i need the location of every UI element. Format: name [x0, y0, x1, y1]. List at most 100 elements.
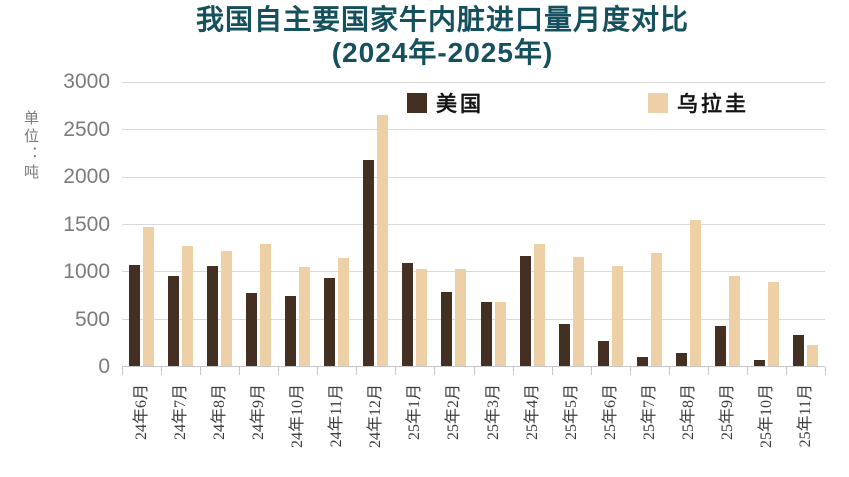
bar-美国-25年1月 [402, 262, 414, 366]
x-axis-tick-mark [161, 367, 163, 375]
bar-美国-25年6月 [597, 341, 609, 366]
bar-乌拉圭-25年10月 [767, 281, 779, 366]
bar-美国-24年6月 [129, 264, 141, 366]
bar-乌拉圭-25年2月 [455, 269, 467, 366]
x-axis-tick-label-24年12月: 24年12月 [367, 384, 385, 449]
x-axis-tick-mark [122, 367, 123, 375]
bar-乌拉圭-24年10月 [299, 266, 311, 366]
x-axis-tick-label-25年7月: 25年7月 [640, 384, 658, 441]
x-axis-tick-label-24年10月: 24年10月 [289, 384, 307, 449]
bar-group-25年5月 [552, 82, 591, 366]
chart-title-line1: 我国自主要国家牛内脏进口量月度对比 [195, 4, 689, 35]
bar-group-24年8月 [200, 82, 239, 366]
gridline-3000 [122, 82, 825, 83]
y-axis-tick-label-0: 0 [98, 355, 110, 378]
bar-美国-24年9月 [246, 293, 258, 366]
bar-乌拉圭-25年5月 [572, 257, 584, 366]
legend-item-uruguay: 乌拉圭 [648, 88, 749, 118]
bar-美国-25年4月 [519, 256, 531, 366]
x-axis-tick-label-24年6月: 24年6月 [133, 384, 151, 441]
bar-美国-25年3月 [480, 301, 492, 366]
x-axis-tick-label-25年11月: 25年11月 [796, 384, 814, 448]
bar-美国-25年10月 [753, 360, 765, 366]
bar-乌拉圭-25年3月 [494, 301, 506, 366]
uruguay-series-label: 乌拉圭 [677, 93, 749, 116]
x-axis-tick-mark [590, 367, 592, 375]
x-axis-tick-mark [825, 367, 826, 375]
usa-series-label: 美国 [436, 93, 484, 116]
x-axis-tick-label-24年9月: 24年9月 [250, 384, 268, 441]
x-axis-tick-mark [434, 367, 436, 375]
x-axis-tick-labels: 24年6月 24年7月 24年8月 24年9月 24年10月 24年11月 24年12月 25… [122, 377, 825, 477]
bar-乌拉圭-24年12月 [377, 115, 389, 366]
bar-美国-24年10月 [285, 295, 297, 366]
x-axis-tick-label-24年8月: 24年8月 [211, 384, 229, 441]
bar-乌拉圭-25年4月 [533, 243, 545, 366]
bar-美国-24年12月 [363, 159, 375, 366]
bar-group-25年8月 [669, 82, 708, 366]
bar-美国-24年8月 [207, 265, 219, 366]
chart-title-line2: (2024年-2025年) [331, 37, 554, 68]
chart-title: 我国自主要国家牛内脏进口量月度对比 (2024年-2025年) [36, 3, 849, 69]
gridline-1000 [122, 271, 825, 273]
bar-美国-25年5月 [558, 324, 570, 366]
uruguay-series-swatch [648, 93, 668, 113]
x-axis-tick-mark [785, 367, 787, 375]
bar-group-25年9月 [708, 82, 747, 366]
bar-美国-25年9月 [714, 326, 726, 366]
bar-美国-25年11月 [792, 334, 804, 366]
x-axis-tick-mark [317, 367, 319, 375]
x-axis-tick-label-25年3月: 25年3月 [484, 384, 502, 441]
x-axis-tick-label-25年4月: 25年4月 [523, 384, 541, 441]
x-axis-tick-label-25年2月: 25年2月 [445, 384, 463, 441]
y-axis-unit-label: 单位：吨 [22, 110, 39, 182]
bar-group-24年6月 [122, 82, 161, 366]
bar-乌拉圭-24年11月 [338, 258, 350, 366]
x-axis-tick-mark [278, 367, 280, 375]
y-axis-tick-label-2500: 2500 [63, 117, 110, 141]
x-axis-tick-label-25年6月: 25年6月 [601, 384, 619, 441]
x-axis-tick-mark [200, 367, 202, 375]
x-axis-tick-mark [551, 367, 553, 375]
x-axis-tick-label-25年1月: 25年1月 [406, 384, 424, 441]
bar-group-25年3月 [474, 82, 513, 366]
bar-group-24年12月 [356, 82, 395, 366]
x-axis-tick-label-25年10月: 25年10月 [757, 384, 775, 449]
usa-series-swatch [407, 93, 427, 113]
bar-乌拉圭-24年8月 [221, 250, 233, 366]
bar-乌拉圭-25年1月 [416, 268, 428, 366]
x-axis-tick-mark [395, 367, 397, 375]
bar-group-24年11月 [317, 82, 356, 366]
x-axis-tick-label-25年8月: 25年8月 [679, 384, 697, 441]
x-axis-tick-mark [512, 367, 514, 375]
bar-乌拉圭-24年6月 [143, 226, 155, 366]
y-axis-tick-label-500: 500 [74, 307, 110, 331]
bar-group-25年1月 [395, 82, 434, 366]
gridline-2500 [122, 129, 825, 131]
bar-乌拉圭-25年7月 [650, 252, 662, 366]
bar-group-25年6月 [591, 82, 630, 366]
x-axis-tick-label-24年7月: 24年7月 [172, 384, 190, 441]
y-axis-tick-label-1500: 1500 [63, 212, 110, 236]
bar-group-24年9月 [239, 82, 278, 366]
x-axis-line [122, 366, 825, 367]
x-axis-tick-mark [239, 367, 241, 375]
bar-美国-25年2月 [441, 292, 453, 366]
legend-item-usa: 美国 [407, 88, 484, 118]
bar-美国-24年7月 [168, 276, 180, 366]
bar-美国-24年11月 [324, 277, 336, 366]
x-axis-tick-mark [746, 367, 748, 375]
bar-group-24年7月 [161, 82, 200, 366]
x-axis-tick-label-25年5月: 25年5月 [562, 384, 580, 441]
bar-乌拉圭-24年9月 [260, 243, 272, 366]
y-axis-tick-label-2000: 2000 [63, 165, 110, 188]
plot-area [122, 82, 826, 375]
gridline-500 [122, 318, 825, 320]
y-axis-tick-label-1000: 1000 [63, 260, 110, 283]
x-axis-tick-label-25年9月: 25年9月 [718, 384, 736, 441]
bar-美国-25年7月 [636, 356, 648, 366]
x-axis-tick-mark [629, 367, 631, 375]
x-axis-tick-mark [356, 367, 358, 375]
x-axis-tick-mark [473, 367, 475, 375]
